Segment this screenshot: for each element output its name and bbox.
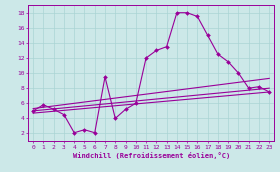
- X-axis label: Windchill (Refroidissement éolien,°C): Windchill (Refroidissement éolien,°C): [73, 152, 230, 159]
